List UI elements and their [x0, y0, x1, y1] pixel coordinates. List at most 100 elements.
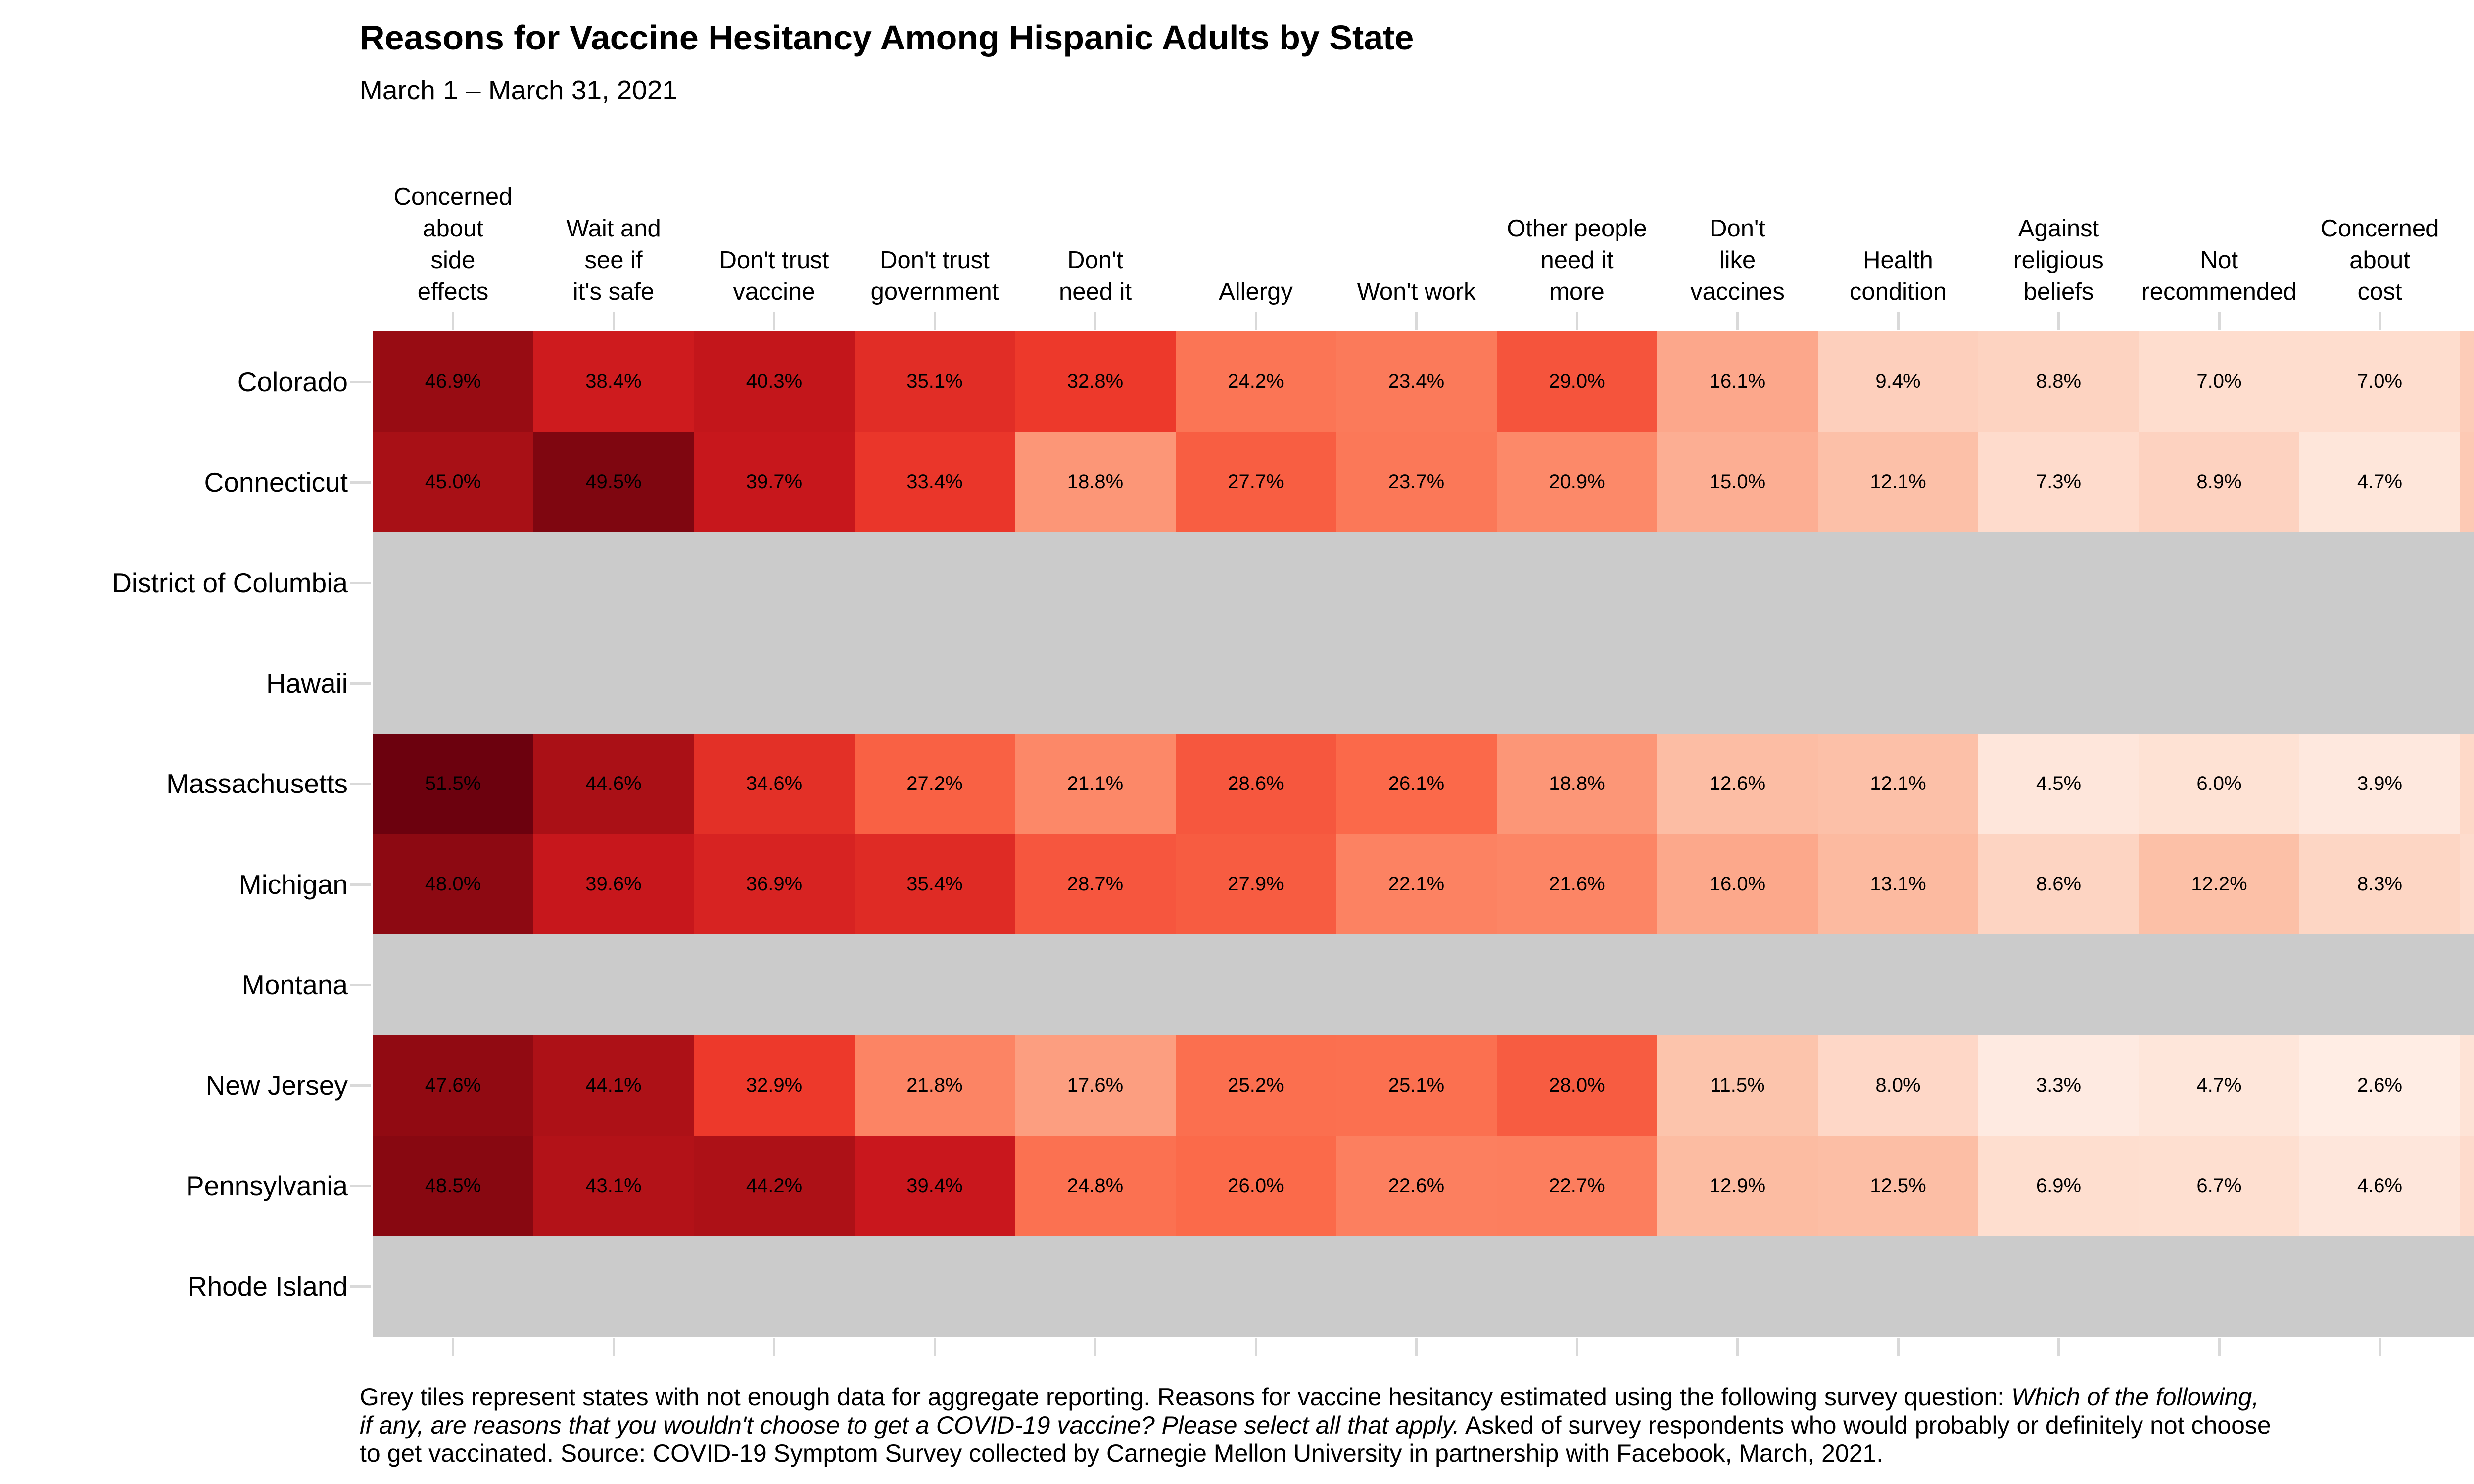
column-header: Wait and see if it's safe — [566, 215, 661, 305]
x-axis-tick-bottom — [2057, 1338, 2060, 1356]
heatmap-cell: 7.2% — [2460, 834, 2474, 934]
x-axis-tick-bottom — [452, 1338, 454, 1356]
heatmap-cell: 5.7% — [2460, 1035, 2474, 1136]
x-axis-tick-bottom — [773, 1338, 775, 1356]
row-label: Massachusetts — [166, 768, 348, 799]
heatmap-cell: 21.8% — [855, 1035, 1015, 1136]
x-axis-tick-top — [2057, 312, 2060, 330]
heatmap-cell: 45.0% — [373, 432, 533, 532]
heatmap-cell: 40.3% — [694, 331, 855, 432]
x-axis-tick-bottom — [1897, 1338, 1900, 1356]
x-axis-tick-bottom — [1736, 1338, 1739, 1356]
footnote-italic-segment: Which of the following, — [2011, 1383, 2259, 1411]
x-axis-tick-bottom — [934, 1338, 936, 1356]
column-header: Other people need it more — [1507, 215, 1647, 305]
heatmap-cell: 44.2% — [694, 1136, 855, 1236]
x-axis-tick-top — [452, 312, 454, 330]
heatmap-cell: 3.3% — [1978, 1035, 2139, 1136]
heatmap-cell: 7.3% — [1978, 432, 2139, 532]
y-axis-tick-left — [350, 883, 371, 886]
heatmap-cell: 29.0% — [1497, 331, 1657, 432]
heatmap-cell: 21.6% — [1497, 834, 1657, 934]
heatmap-cell: 44.6% — [533, 734, 694, 834]
x-axis-tick-bottom — [1094, 1338, 1096, 1356]
row-label: Hawaii — [266, 668, 348, 698]
heatmap-cell: 16.0% — [1657, 834, 1818, 934]
column-header: Pregnancy — [2460, 134, 2474, 308]
heatmap-cell: 12.1% — [1818, 432, 1978, 532]
heatmap-cell: 21.1% — [1015, 734, 1176, 834]
heatmap-cell: 48.0% — [373, 834, 533, 934]
heatmap-cell: 8.6% — [1978, 834, 2139, 934]
footnote-segment: Grey tiles represent states with not eno… — [360, 1383, 2011, 1411]
heatmap-cell: 8.3% — [2299, 834, 2460, 934]
footnote-italic-segment: if any, are reasons that you wouldn't ch… — [360, 1411, 1460, 1439]
heatmap-cell: 35.4% — [855, 834, 1015, 934]
heatmap-cell: 7.0% — [2139, 331, 2299, 432]
heatmap-cell: 11.5% — [1657, 1035, 1818, 1136]
heatmap-cell: 4.7% — [2139, 1035, 2299, 1136]
x-axis-tick-bottom — [1576, 1338, 1578, 1356]
x-axis-tick-top — [1897, 312, 1900, 330]
heatmap-cell: 12.6% — [1657, 734, 1818, 834]
row-label: District of Columbia — [112, 567, 348, 598]
row-label: New Jersey — [205, 1070, 348, 1101]
heatmap-cell: 24.8% — [1015, 1136, 1176, 1236]
y-axis-tick-left — [350, 1185, 371, 1187]
column-header: Health condition — [1849, 247, 1947, 305]
heatmap-cell: 48.5% — [373, 1136, 533, 1236]
heatmap-cell: 28.6% — [1176, 734, 1336, 834]
heatmap-cell: 8.9% — [2139, 432, 2299, 532]
y-axis-tick-left — [350, 381, 371, 383]
footnote-line: to get vaccinated. Source: COVID-19 Symp… — [360, 1439, 2271, 1468]
row-label: Rhode Island — [187, 1271, 348, 1301]
heatmap-cell: 7.3% — [2460, 1136, 2474, 1236]
x-axis-tick-top — [1415, 312, 1418, 330]
heatmap-cell: 16.1% — [1657, 331, 1818, 432]
row-label: Connecticut — [204, 467, 348, 498]
heatmap-cell: 13.1% — [1818, 834, 1978, 934]
heatmap-cell: 8.8% — [1978, 331, 2139, 432]
column-header: Don't trust vaccine — [719, 247, 829, 305]
heatmap-cell: 28.7% — [1015, 834, 1176, 934]
heatmap-cell: 3.9% — [2299, 734, 2460, 834]
y-axis-tick-left — [350, 1285, 371, 1288]
footnote-segment: Asked of survey respondents who would pr… — [1459, 1411, 2271, 1439]
column-header: Don't like vaccines — [1690, 215, 1785, 305]
no-data-band — [373, 532, 2474, 633]
footnote-segment: to get vaccinated. Source: COVID-19 Symp… — [360, 1439, 1884, 1467]
no-data-band — [373, 1236, 2474, 1337]
x-axis-tick-bottom — [2379, 1338, 2381, 1356]
heatmap-cell: 44.1% — [533, 1035, 694, 1136]
heatmap-cell: 12.1% — [1818, 734, 1978, 834]
heatmap-cell: 9.4% — [1818, 331, 1978, 432]
column-header: Don't trust government — [870, 247, 999, 305]
x-axis-tick-top — [1255, 312, 1257, 330]
heatmap-cell: 27.7% — [1176, 432, 1336, 532]
y-axis-tick-left — [350, 783, 371, 785]
heatmap-cell: 22.7% — [1497, 1136, 1657, 1236]
heatmap-cell: 6.0% — [2139, 734, 2299, 834]
x-axis-tick-top — [1576, 312, 1578, 330]
heatmap-cell: 18.8% — [1015, 432, 1176, 532]
heatmap-cell: 25.1% — [1336, 1035, 1497, 1136]
heatmap-cell: 20.9% — [1497, 432, 1657, 532]
x-axis-tick-top — [613, 312, 615, 330]
y-axis-tick-left — [350, 582, 371, 584]
heatmap-cell: 10.0% — [2460, 331, 2474, 432]
x-axis-tick-bottom — [1255, 1338, 1257, 1356]
footnote: Grey tiles represent states with not eno… — [360, 1383, 2271, 1468]
row-label: Michigan — [238, 869, 348, 900]
heatmap-cell: 8.0% — [1818, 1035, 1978, 1136]
footnote-line: Grey tiles represent states with not eno… — [360, 1383, 2271, 1411]
heatmap-cell: 51.5% — [373, 734, 533, 834]
row-label: Pennsylvania — [186, 1170, 348, 1201]
no-data-band — [373, 633, 2474, 734]
heatmap-cell: 6.7% — [2139, 1136, 2299, 1236]
column-header: Won't work — [1357, 278, 1476, 305]
x-axis-tick-top — [2379, 312, 2381, 330]
footnote-line: if any, are reasons that you wouldn't ch… — [360, 1411, 2271, 1439]
x-axis-tick-top — [934, 312, 936, 330]
heatmap-cell: 28.0% — [1497, 1035, 1657, 1136]
heatmap-cell: 22.6% — [1336, 1136, 1497, 1236]
